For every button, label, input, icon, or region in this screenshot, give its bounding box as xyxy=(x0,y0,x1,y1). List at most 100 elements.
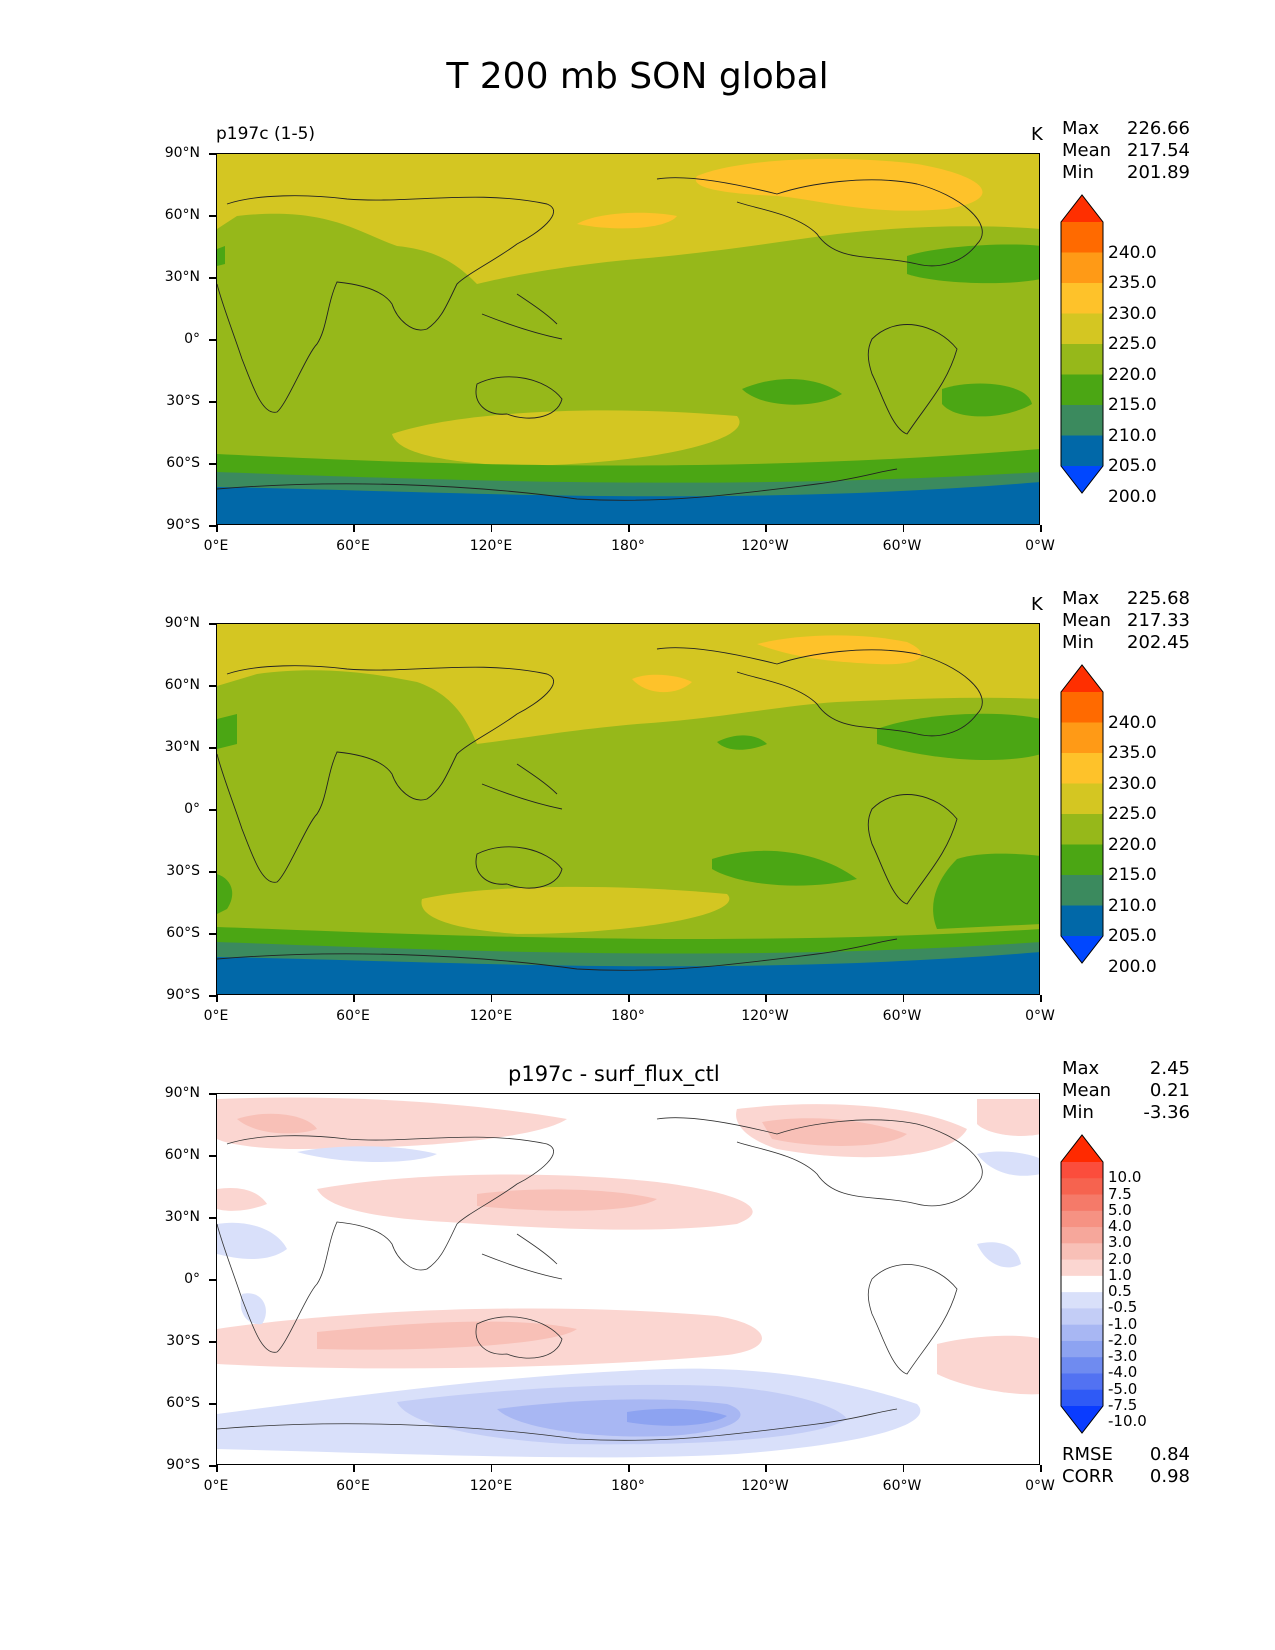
contour-so-220 xyxy=(392,410,740,466)
x-tick-label: 60°E xyxy=(336,1478,370,1494)
panel-reference: K 90°N xyxy=(0,470,1275,1024)
colorbar-tick-label: 240.0 xyxy=(1108,712,1157,733)
stat-value: 0.21 xyxy=(1149,1080,1190,1101)
stat-label: Mean xyxy=(1062,610,1112,631)
stat-value: 201.89 xyxy=(1127,162,1190,183)
x-tick-label: 180° xyxy=(611,1478,645,1494)
map-plot xyxy=(216,153,1040,525)
colorbar: 240.0 235.0 230.0 225.0 220.0 215.0 210.0 205.0… xyxy=(1058,664,1198,977)
colorbar-segment xyxy=(1061,844,1103,876)
x-tick xyxy=(628,1465,630,1472)
colorbar-tick-label: -3.0 xyxy=(1108,1347,1138,1366)
x-tick-label: 120°W xyxy=(741,1478,789,1494)
panel-difference: p197c - surf_flux_ctl xyxy=(0,940,1275,1494)
stat-label: Min xyxy=(1062,632,1094,653)
y-tick xyxy=(209,1341,216,1343)
colorbar-segment xyxy=(1061,1389,1103,1407)
x-tick-label: 60°W xyxy=(882,1008,922,1024)
y-tick xyxy=(209,623,216,625)
y-tick xyxy=(209,995,216,997)
x-tick xyxy=(216,995,218,1002)
metrics-block: RMSE 0.84 CORR 0.98 xyxy=(1062,1444,1190,1488)
x-tick-label: 60°E xyxy=(336,1008,370,1024)
contour-atl-210 xyxy=(907,244,1039,284)
stat-value: 2.45 xyxy=(1149,1058,1190,1079)
y-tick-label: 30°S xyxy=(166,1333,200,1349)
y-tick-label: 90°S xyxy=(166,987,200,1003)
x-tick xyxy=(628,995,630,1002)
y-tick xyxy=(209,339,216,341)
colorbar-segment xyxy=(1061,283,1103,314)
y-tick xyxy=(209,1093,216,1095)
y-tick xyxy=(209,463,216,465)
panel-title-center: p197c - surf_flux_ctl xyxy=(508,1062,720,1086)
colorbar-tick-label: 220.0 xyxy=(1108,834,1157,855)
x-tick-label: 0°W xyxy=(1025,1478,1055,1494)
y-tick-label: 60°S xyxy=(166,455,200,471)
colorbar-segment xyxy=(1061,1340,1103,1358)
colorbar-tick-label: -5.0 xyxy=(1108,1379,1138,1398)
colorbar-extend-max xyxy=(1061,665,1103,692)
y-tick xyxy=(209,277,216,279)
units-label: K xyxy=(1031,124,1043,145)
contour-so-200 xyxy=(217,952,1039,994)
contour-ind-210 xyxy=(217,246,225,266)
x-tick xyxy=(1040,1465,1042,1472)
colorbar-svg xyxy=(1060,194,1104,494)
colorbar-tick-label: 210.0 xyxy=(1108,895,1157,916)
contour-atl-210 xyxy=(877,713,1039,760)
colorbar-segment xyxy=(1061,252,1103,284)
x-tick-label: 60°W xyxy=(882,538,922,554)
contour-satl-210 xyxy=(933,853,1039,929)
colorbar-segment xyxy=(1061,1292,1103,1309)
colorbar-segment xyxy=(1061,875,1103,906)
colorbar-segment xyxy=(1061,374,1103,406)
y-tick-label: 60°N xyxy=(164,207,200,223)
x-tick-label: 0°E xyxy=(203,1478,229,1494)
colorbar-outline xyxy=(1060,664,1104,964)
colorbar-tick-label: 2.0 xyxy=(1108,1249,1132,1268)
colorbar-tick-label: 1.0 xyxy=(1108,1265,1132,1284)
y-tick xyxy=(209,747,216,749)
x-tick xyxy=(216,525,218,532)
x-tick xyxy=(765,525,767,532)
colorbar-extend-max xyxy=(1061,1135,1103,1162)
colorbar-segment xyxy=(1061,222,1103,253)
x-tick-label: 180° xyxy=(611,538,645,554)
figure-title: T 200 mb SON global xyxy=(446,56,829,97)
stat-label: Max xyxy=(1062,1058,1100,1079)
y-tick xyxy=(209,1403,216,1405)
x-tick xyxy=(628,525,630,532)
x-tick-label: 60°W xyxy=(882,1478,922,1494)
colorbar-tick-label: 200.0 xyxy=(1108,956,1157,977)
y-tick-label: 90°S xyxy=(166,517,200,533)
units-label: K xyxy=(1031,594,1043,615)
x-tick xyxy=(765,1465,767,1472)
colorbar-segment xyxy=(1061,1227,1103,1244)
stat-label: Max xyxy=(1062,588,1100,609)
y-tick xyxy=(209,153,216,155)
colorbar-tick-label: 10.0 xyxy=(1108,1168,1142,1187)
colorbar-tick-label: 0.5 xyxy=(1108,1282,1132,1301)
colorbar-tick-label: -10.0 xyxy=(1108,1412,1147,1431)
colorbar-segment xyxy=(1061,1357,1103,1374)
x-tick xyxy=(353,1465,355,1472)
y-tick xyxy=(209,933,216,935)
colorbar-svg xyxy=(1060,1134,1104,1434)
colorbar-segment xyxy=(1061,1194,1103,1212)
contour-neg-sw xyxy=(240,1293,266,1325)
stat-label: Mean xyxy=(1062,1080,1112,1101)
colorbar-tick-label: 230.0 xyxy=(1108,303,1157,324)
stats-block: Max 225.68 Mean 217.33 Min 202.45 xyxy=(1062,588,1190,654)
y-tick-label: 0° xyxy=(184,1271,200,1287)
x-tick xyxy=(1040,995,1042,1002)
colorbar-tick-label: 230.0 xyxy=(1108,773,1157,794)
y-tick-label: 90°N xyxy=(164,145,200,161)
colorbar-tick-label: 4.0 xyxy=(1108,1217,1132,1236)
contour-spac-210 xyxy=(742,378,842,405)
colorbar-tick-label: 210.0 xyxy=(1108,425,1157,446)
metric-value: 0.98 xyxy=(1149,1466,1190,1487)
colorbar-segment xyxy=(1061,905,1103,937)
colorbar-tick-label: -4.0 xyxy=(1108,1363,1138,1382)
x-tick xyxy=(490,1465,493,1472)
